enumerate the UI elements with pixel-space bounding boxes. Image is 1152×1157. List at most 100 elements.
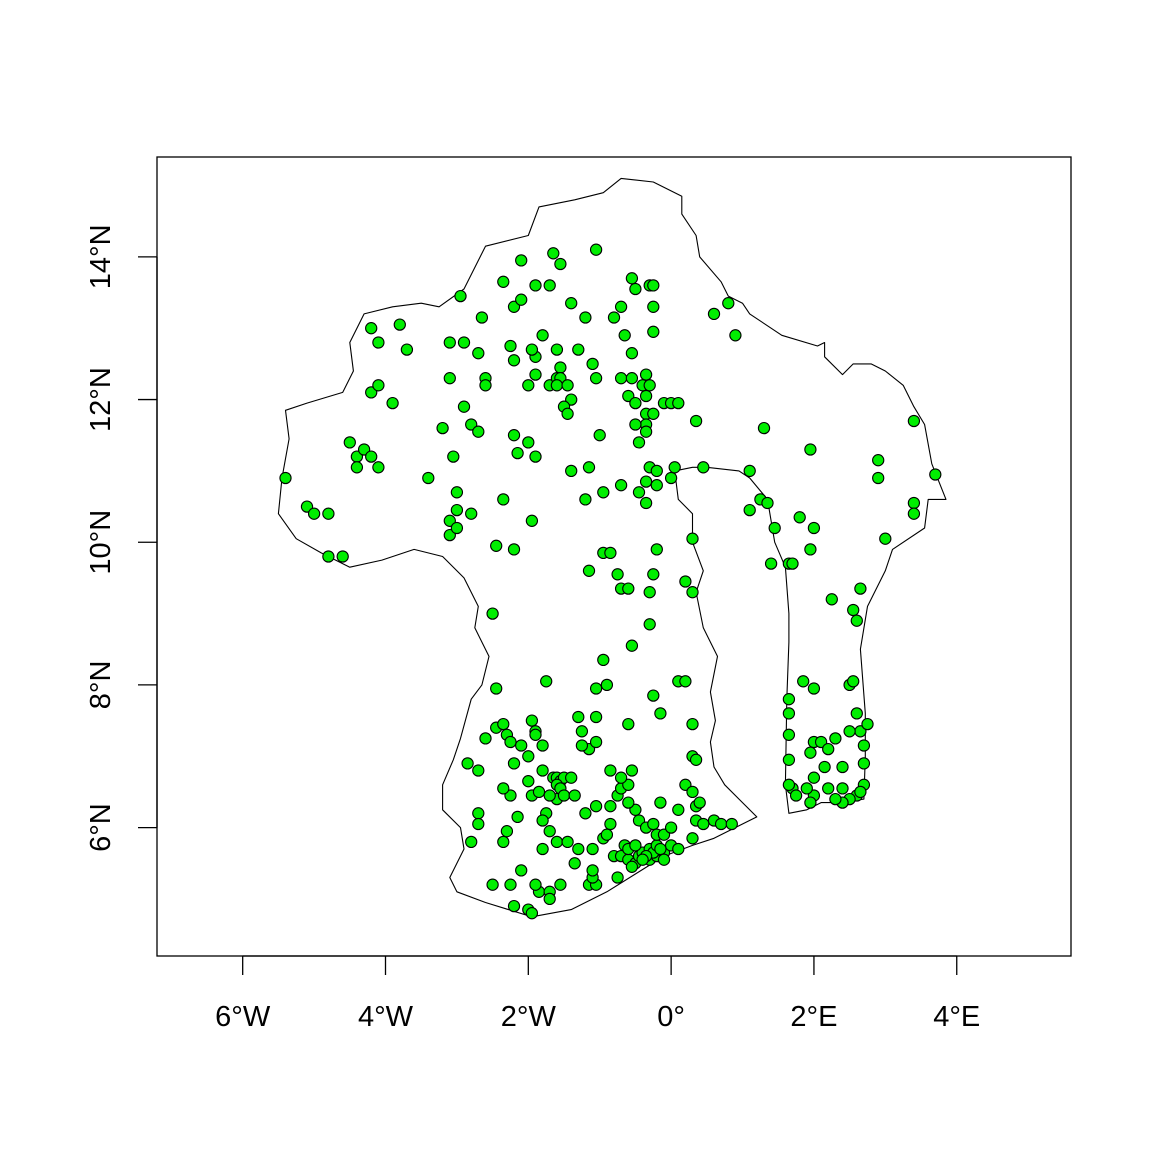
- data-point: [686, 785, 699, 799]
- data-point: [457, 336, 471, 349]
- data-point: [490, 539, 503, 552]
- data-point: [600, 828, 614, 841]
- x-axis: 6°W 4°W 2°W 0° 2°E 4°E: [215, 955, 980, 1033]
- data-point: [400, 343, 414, 356]
- data-point: [529, 878, 542, 891]
- data-point: [604, 817, 617, 831]
- data-point: [575, 725, 589, 738]
- data-point: [322, 550, 335, 563]
- data-point: [647, 689, 660, 702]
- data-point: [525, 714, 539, 727]
- data-point: [686, 717, 699, 731]
- x-tick-label: 2°E: [790, 1001, 837, 1033]
- data-point: [679, 675, 692, 688]
- data-point: [372, 379, 385, 392]
- x-tick-label: 0°: [657, 1001, 685, 1033]
- data-point: [554, 361, 567, 374]
- y-tick-label: 8°N: [85, 661, 117, 710]
- data-point: [643, 379, 656, 392]
- y-tick-label: 14°N: [85, 224, 117, 289]
- data-point: [336, 550, 349, 563]
- data-point: [579, 493, 592, 506]
- data-point: [365, 450, 378, 463]
- data-point: [543, 279, 556, 292]
- data-point: [672, 803, 685, 816]
- data-point: [639, 389, 653, 403]
- data-point: [639, 425, 653, 438]
- data-point: [497, 275, 510, 288]
- data-point: [525, 343, 539, 356]
- data-point: [472, 807, 485, 820]
- data-point: [625, 372, 639, 385]
- data-point: [654, 707, 667, 720]
- region-outline: [277, 177, 947, 918]
- data-point: [565, 297, 578, 310]
- data-point: [804, 746, 817, 759]
- data-point: [589, 243, 603, 256]
- data-point: [689, 414, 703, 428]
- data-point: [725, 817, 738, 831]
- y-tick-label: 10°N: [85, 510, 117, 575]
- data-point: [822, 782, 835, 795]
- data-point: [847, 675, 860, 688]
- data-point: [561, 407, 574, 420]
- data-point: [479, 379, 492, 392]
- data-point: [532, 785, 546, 799]
- data-point: [647, 279, 660, 292]
- data-point: [465, 835, 478, 849]
- data-point: [668, 461, 681, 474]
- data-point: [625, 639, 639, 652]
- data-point: [786, 557, 799, 570]
- data-point: [579, 807, 592, 820]
- data-point: [586, 842, 599, 856]
- data-point: [622, 796, 635, 809]
- data-point: [507, 899, 521, 913]
- data-point: [554, 878, 567, 891]
- data-point: [507, 354, 521, 367]
- y-tick-label: 6°N: [85, 803, 117, 852]
- data-point: [804, 543, 817, 556]
- data-point: [522, 436, 535, 449]
- y-tick-label: 12°N: [85, 367, 117, 432]
- data-point: [611, 568, 624, 581]
- data-point: [457, 400, 471, 413]
- data-point: [632, 486, 646, 499]
- data-point: [793, 511, 806, 524]
- data-point: [540, 675, 553, 688]
- data-point: [582, 461, 596, 474]
- x-tick-label: 6°W: [215, 1001, 271, 1033]
- data-point: [607, 311, 621, 324]
- data-point: [850, 707, 863, 720]
- data-point: [625, 347, 639, 360]
- data-point: [543, 825, 556, 838]
- data-point: [629, 396, 642, 410]
- data-point: [436, 421, 449, 435]
- data-point: [872, 454, 885, 467]
- data-point: [490, 682, 503, 695]
- data-point: [800, 782, 813, 795]
- data-point: [650, 543, 663, 556]
- data-point: [639, 368, 653, 381]
- data-point: [929, 468, 942, 481]
- data-point: [568, 857, 581, 870]
- data-point: [825, 593, 838, 606]
- data-point: [443, 372, 456, 385]
- data-point: [350, 461, 364, 474]
- data-point: [507, 543, 521, 556]
- data-point: [497, 717, 510, 731]
- data-point: [529, 450, 542, 463]
- data-point: [515, 739, 528, 752]
- data-point: [843, 725, 856, 738]
- data-point: [611, 871, 624, 884]
- data-point: [629, 803, 642, 816]
- data-point: [854, 582, 867, 595]
- data-point: [818, 760, 831, 774]
- data-point: [589, 710, 603, 724]
- data-point: [547, 247, 560, 260]
- data-point: [536, 842, 549, 856]
- data-point: [789, 789, 803, 802]
- data-point: [629, 282, 642, 296]
